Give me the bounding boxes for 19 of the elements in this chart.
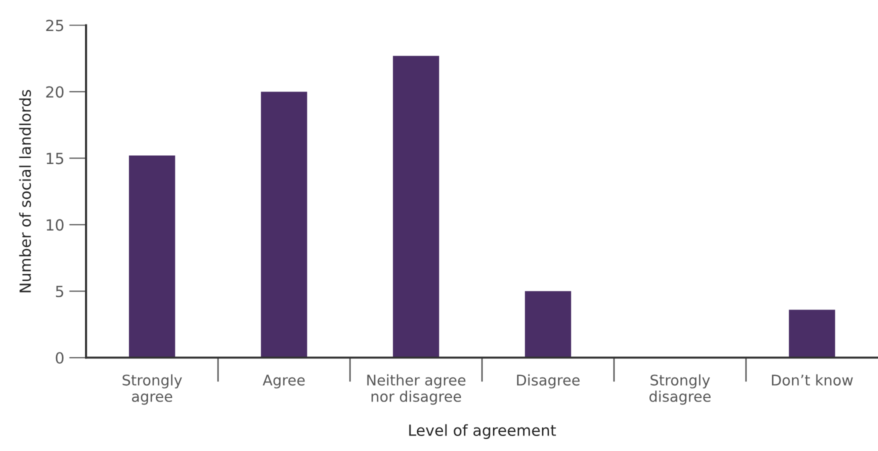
bar bbox=[260, 92, 308, 358]
x-tick-label: Agree bbox=[262, 374, 305, 388]
bar bbox=[128, 156, 176, 358]
bar bbox=[788, 310, 836, 358]
y-axis-title: Number of social landlords bbox=[19, 90, 32, 292]
x-tick-label: Strongly agree bbox=[122, 374, 182, 405]
bar bbox=[524, 291, 572, 358]
y-tick-label: 5 bbox=[56, 286, 64, 298]
y-tick-label: 20 bbox=[46, 86, 64, 98]
y-tick-label: 0 bbox=[56, 352, 64, 364]
bar bbox=[392, 56, 440, 358]
y-tick-label: 10 bbox=[46, 219, 64, 231]
y-tick-label: 15 bbox=[46, 152, 64, 164]
x-tick-label: Neither agree nor disagree bbox=[367, 374, 466, 405]
x-tick-label: Disagree bbox=[517, 374, 580, 388]
x-tick-label: Don’t know bbox=[772, 374, 853, 386]
x-tick-label: Strongly disagree bbox=[649, 374, 711, 405]
x-axis-title: Level of agreement bbox=[409, 424, 556, 439]
y-tick-label: 25 bbox=[46, 20, 64, 32]
